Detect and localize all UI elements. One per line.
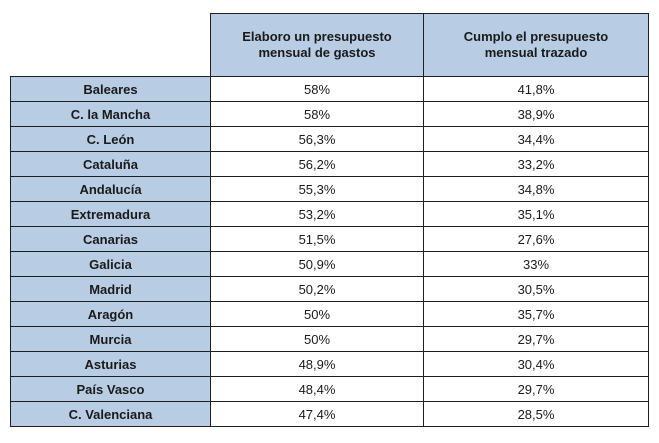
cumplo-cell: 38,9% [423,101,649,127]
cumplo-cell: 35,7% [423,301,649,327]
presupuesto-cell: 50% [210,326,424,352]
presupuesto-cell: 58% [210,76,424,102]
table-row: Cataluña 56,2% 33,2% [10,151,649,177]
table-row: C. la Mancha 58% 38,9% [10,101,649,127]
cumplo-cell: 35,1% [423,201,649,227]
cumplo-cell: 30,5% [423,276,649,302]
cumplo-cell: 33% [423,251,649,277]
table-row: Canarias 51,5% 27,6% [10,226,649,252]
presupuesto-cell: 48,9% [210,351,424,377]
presupuesto-cell: 56,3% [210,126,424,152]
header-presupuesto: Elaboro un presupuesto mensual de gastos [210,13,424,77]
cumplo-cell: 34,8% [423,176,649,202]
presupuesto-cell: 47,4% [210,401,424,427]
region-cell: Murcia [10,326,211,352]
region-cell: Andalucía [10,176,211,202]
table-row: Extremadura 53,2% 35,1% [10,201,649,227]
table-row: Madrid 50,2% 30,5% [10,276,649,302]
cumplo-cell: 27,6% [423,226,649,252]
table-header-row: Elaboro un presupuesto mensual de gastos… [11,13,649,77]
region-cell: Canarias [10,226,211,252]
presupuesto-cell: 55,3% [210,176,424,202]
region-cell: C. Valenciana [10,401,211,427]
presupuesto-cell: 50% [210,301,424,327]
region-cell: Extremadura [10,201,211,227]
cumplo-cell: 34,4% [423,126,649,152]
cumplo-cell: 33,2% [423,151,649,177]
table-row: C. Valenciana 47,4% 28,5% [10,401,649,427]
table-row: Murcia 50% 29,7% [10,326,649,352]
cumplo-cell: 28,5% [423,401,649,427]
table-row: Galicia 50,9% 33% [10,251,649,277]
table-row: Andalucía 55,3% 34,8% [10,176,649,202]
region-cell: C. la Mancha [10,101,211,127]
cumplo-cell: 41,8% [423,76,649,102]
table-row: Baleares 58% 41,8% [10,76,649,102]
header-corner [11,14,211,77]
header-cumplo: Cumplo el presupuesto mensual trazado [423,13,649,77]
presupuesto-cell: 56,2% [210,151,424,177]
budget-table: Elaboro un presupuesto mensual de gastos… [10,13,649,427]
cumplo-cell: 29,7% [423,376,649,402]
region-cell: Cataluña [10,151,211,177]
table-row: País Vasco 48,4% 29,7% [10,376,649,402]
presupuesto-cell: 50,2% [210,276,424,302]
region-cell: Madrid [10,276,211,302]
presupuesto-cell: 51,5% [210,226,424,252]
presupuesto-cell: 50,9% [210,251,424,277]
region-cell: Aragón [10,301,211,327]
table-row: Aragón 50% 35,7% [10,301,649,327]
region-cell: C. León [10,126,211,152]
presupuesto-cell: 53,2% [210,201,424,227]
presupuesto-cell: 48,4% [210,376,424,402]
presupuesto-cell: 58% [210,101,424,127]
cumplo-cell: 30,4% [423,351,649,377]
table-row: C. León 56,3% 34,4% [10,126,649,152]
region-cell: País Vasco [10,376,211,402]
region-cell: Asturias [10,351,211,377]
region-cell: Baleares [10,76,211,102]
table-row: Asturias 48,9% 30,4% [10,351,649,377]
region-cell: Galicia [10,251,211,277]
cumplo-cell: 29,7% [423,326,649,352]
